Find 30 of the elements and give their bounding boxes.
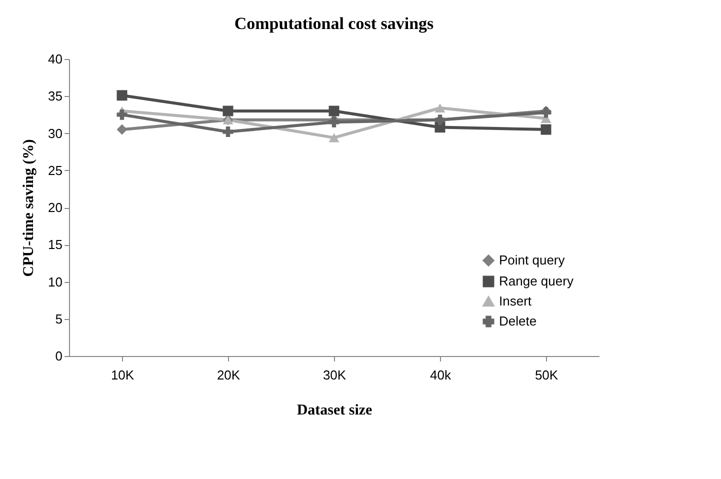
- point: [222, 126, 234, 138]
- y-tick-label: 25: [48, 162, 62, 178]
- x-tick-label: 30K: [322, 368, 346, 382]
- x-tick-label: 10K: [110, 368, 134, 382]
- x-tick-label: 50K: [534, 368, 558, 382]
- x-tick-label: 40k: [430, 368, 452, 382]
- x-tick-label: 20K: [216, 368, 240, 382]
- point: [540, 124, 552, 135]
- point: [328, 106, 340, 116]
- y-axis-title: CPU-time saving (%): [21, 139, 38, 277]
- point: [328, 133, 340, 142]
- y-tick-label: 20: [48, 200, 62, 215]
- y-tick-label: 40: [48, 52, 62, 66]
- point: [116, 109, 128, 120]
- point: [222, 106, 234, 116]
- point: [116, 124, 128, 135]
- x-axis-title: Dataset size: [296, 402, 373, 418]
- y-tick-label: 0: [55, 348, 62, 364]
- y-tick-label: 35: [48, 88, 62, 104]
- legend-label: Range query: [499, 274, 574, 288]
- legend-label: Point query: [499, 252, 566, 268]
- legend-label: Insert: [499, 294, 532, 308]
- y-tick-label: 15: [48, 237, 62, 252]
- y-tick-label: 5: [55, 311, 62, 326]
- point: [116, 90, 128, 101]
- y-tick-label: 10: [48, 274, 62, 290]
- legend-label: Delete: [499, 314, 537, 328]
- y-tick-label: 30: [48, 126, 62, 141]
- point: [434, 103, 446, 113]
- chart-title: Computational cost savings: [234, 14, 434, 33]
